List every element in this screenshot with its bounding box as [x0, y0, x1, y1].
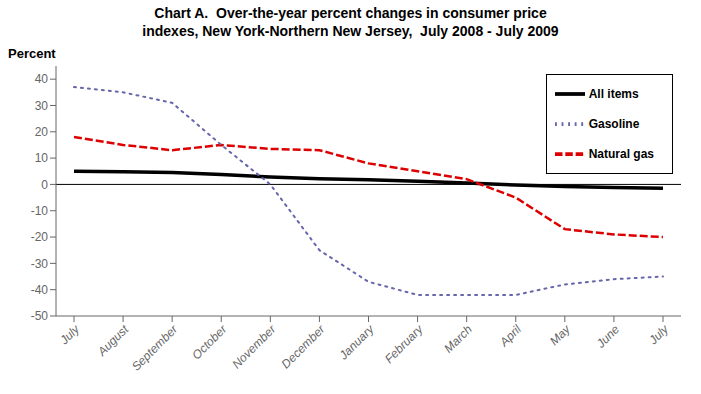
svg-text:November: November	[229, 322, 279, 372]
svg-text:-30: -30	[31, 257, 49, 271]
svg-text:10: 10	[35, 151, 49, 165]
svg-text:-20: -20	[31, 230, 49, 244]
html-text:indexes, New York-Northern New: indexes, New York-Northern New Jersey, J…	[142, 23, 559, 39]
svg-text:December: December	[279, 322, 329, 372]
svg-text:May: May	[547, 322, 574, 349]
html-text:Gasoline: Gasoline	[588, 117, 640, 132]
html-text:Percent: Percent	[8, 46, 56, 61]
svg-text:October: October	[189, 322, 230, 363]
svg-text:January: January	[336, 322, 378, 364]
html-text:All items: All items	[588, 87, 639, 102]
svg-text:September: September	[129, 322, 181, 374]
svg-text:July: July	[56, 322, 82, 348]
svg-text:February: February	[382, 322, 427, 367]
svg-text:June: June	[593, 322, 622, 351]
svg-text:March: March	[441, 322, 475, 356]
svg-text:40: 40	[35, 72, 49, 86]
svg-text:April: April	[496, 322, 524, 350]
svg-text:30: 30	[35, 99, 49, 113]
svg-text:0: 0	[41, 178, 48, 192]
svg-text:-40: -40	[31, 283, 49, 297]
svg-text:20: 20	[35, 125, 49, 139]
svg-text:July: July	[645, 322, 671, 348]
svg-text:August: August	[94, 322, 131, 359]
svg-text:-50: -50	[31, 309, 49, 323]
html-text:Chart A. Over-the-year percent: Chart A. Over-the-year percent changes i…	[154, 5, 547, 21]
html-text:Natural gas: Natural gas	[588, 147, 654, 162]
svg-text:-10: -10	[31, 204, 49, 218]
